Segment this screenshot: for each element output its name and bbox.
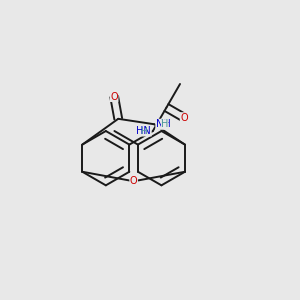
Text: HN: HN — [136, 126, 151, 136]
Text: H: H — [161, 119, 168, 129]
Text: H: H — [140, 127, 147, 136]
Text: O: O — [130, 176, 137, 186]
Text: O: O — [110, 92, 118, 101]
Text: NH: NH — [156, 119, 171, 129]
Text: O: O — [180, 113, 188, 123]
